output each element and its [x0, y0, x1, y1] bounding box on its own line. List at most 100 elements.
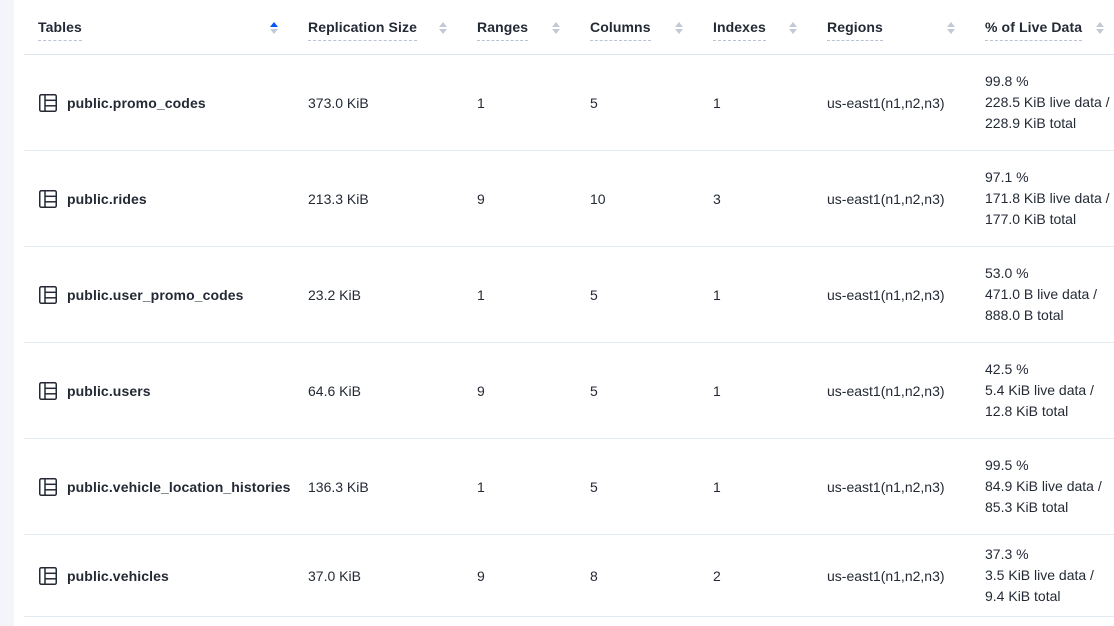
columns-cell: 10: [590, 190, 606, 207]
live-data-amount: 171.8 KiB live data /: [985, 190, 1110, 206]
ranges-cell: 1: [477, 94, 485, 111]
column-header-label: Regions: [827, 19, 883, 41]
indexes-cell: 1: [713, 478, 721, 495]
table-grid-icon: [38, 477, 58, 497]
sort-arrows-icon[interactable]: [270, 22, 278, 34]
table-name-link[interactable]: public.user_promo_codes: [67, 286, 244, 303]
live-data-cell: 97.1 % 171.8 KiB live data / 177.0 KiB t…: [985, 167, 1114, 230]
live-data-percent: 97.1 %: [985, 169, 1029, 185]
columns-cell: 5: [590, 286, 598, 303]
column-header-label: Tables: [38, 19, 82, 41]
regions-cell: us-east1(n1,n2,n3): [827, 94, 945, 111]
columns-cell: 5: [590, 94, 598, 111]
table-name-link[interactable]: public.rides: [67, 190, 147, 207]
live-data-cell: 37.3 % 3.5 KiB live data / 9.4 KiB total: [985, 544, 1114, 607]
live-data-amount: 471.0 B live data /: [985, 286, 1098, 302]
indexes-cell: 1: [713, 382, 721, 399]
indexes-cell: 1: [713, 286, 721, 303]
table-name-cell: public.vehicles: [24, 566, 308, 586]
table-row: public.vehicle_location_histories 136.3 …: [24, 439, 1114, 535]
regions-cell: us-east1(n1,n2,n3): [827, 382, 945, 399]
replication-size-cell: 64.6 KiB: [308, 382, 361, 399]
column-header-indexes[interactable]: Indexes: [713, 19, 827, 41]
live-data-cell: 99.8 % 228.5 KiB live data / 228.9 KiB t…: [985, 71, 1114, 134]
table-name-cell: public.rides: [24, 189, 308, 209]
live-data-percent: 42.5 %: [985, 361, 1029, 377]
sort-arrows-icon[interactable]: [789, 22, 797, 34]
total-data-amount: 177.0 KiB total: [985, 211, 1077, 227]
ranges-cell: 1: [477, 478, 485, 495]
table-name-link[interactable]: public.vehicles: [67, 567, 169, 584]
indexes-cell: 3: [713, 190, 721, 207]
table-grid-icon: [38, 285, 58, 305]
replication-size-cell: 37.0 KiB: [308, 567, 361, 584]
table-grid-icon: [38, 189, 58, 209]
columns-cell: 8: [590, 567, 598, 584]
live-data-percent: 53.0 %: [985, 265, 1029, 281]
live-data-amount: 3.5 KiB live data /: [985, 567, 1094, 583]
column-header-label: Columns: [590, 19, 651, 41]
live-data-cell: 53.0 % 471.0 B live data / 888.0 B total: [985, 263, 1114, 326]
table-row: public.users 64.6 KiB 9 5 1 us-east1(n1,…: [24, 343, 1114, 439]
live-data-amount: 5.4 KiB live data /: [985, 382, 1094, 398]
columns-cell: 5: [590, 478, 598, 495]
ranges-cell: 1: [477, 286, 485, 303]
total-data-amount: 9.4 KiB total: [985, 588, 1061, 604]
regions-cell: us-east1(n1,n2,n3): [827, 286, 945, 303]
table-grid-icon: [38, 381, 58, 401]
ranges-cell: 9: [477, 382, 485, 399]
table-name-link[interactable]: public.users: [67, 382, 151, 399]
table-name-cell: public.users: [24, 381, 308, 401]
replication-size-cell: 373.0 KiB: [308, 94, 369, 111]
live-data-amount: 228.5 KiB live data /: [985, 94, 1110, 110]
sort-arrows-icon[interactable]: [947, 22, 955, 34]
column-header-replication-size[interactable]: Replication Size: [308, 19, 477, 41]
live-data-cell: 99.5 % 84.9 KiB live data / 85.3 KiB tot…: [985, 455, 1114, 518]
table-name-cell: public.user_promo_codes: [24, 285, 308, 305]
table-row: public.promo_codes 373.0 KiB 1 5 1 us-ea…: [24, 55, 1114, 151]
table-row: public.rides 213.3 KiB 9 10 3 us-east1(n…: [24, 151, 1114, 247]
total-data-amount: 888.0 B total: [985, 307, 1064, 323]
ranges-cell: 9: [477, 567, 485, 584]
total-data-amount: 85.3 KiB total: [985, 499, 1069, 515]
regions-cell: us-east1(n1,n2,n3): [827, 190, 945, 207]
replication-size-cell: 213.3 KiB: [308, 190, 369, 207]
live-data-cell: 42.5 % 5.4 KiB live data / 12.8 KiB tota…: [985, 359, 1114, 422]
column-header-live-data[interactable]: % of Live Data: [985, 19, 1114, 41]
replication-size-cell: 136.3 KiB: [308, 478, 369, 495]
sort-arrows-icon[interactable]: [439, 22, 447, 34]
live-data-percent: 99.5 %: [985, 457, 1029, 473]
column-header-label: Replication Size: [308, 19, 417, 41]
live-data-amount: 84.9 KiB live data /: [985, 478, 1102, 494]
column-header-label: Ranges: [477, 19, 529, 41]
indexes-cell: 2: [713, 567, 721, 584]
sort-arrows-icon[interactable]: [675, 22, 683, 34]
sort-arrows-icon[interactable]: [552, 22, 560, 34]
regions-cell: us-east1(n1,n2,n3): [827, 478, 945, 495]
live-data-percent: 37.3 %: [985, 546, 1029, 562]
column-header-ranges[interactable]: Ranges: [477, 19, 590, 41]
table-name-cell: public.promo_codes: [24, 93, 308, 113]
indexes-cell: 1: [713, 94, 721, 111]
table-row: public.vehicles 37.0 KiB 9 8 2 us-east1(…: [24, 535, 1114, 617]
sort-arrows-icon[interactable]: [1096, 22, 1104, 34]
tables-list-card: Tables Replication Size Ranges Columns I…: [14, 0, 1114, 626]
live-data-percent: 99.8 %: [985, 73, 1029, 89]
columns-cell: 5: [590, 382, 598, 399]
column-header-label: Indexes: [713, 19, 766, 41]
table-name-link[interactable]: public.promo_codes: [67, 94, 206, 111]
regions-cell: us-east1(n1,n2,n3): [827, 567, 945, 584]
total-data-amount: 228.9 KiB total: [985, 115, 1077, 131]
table-header-row: Tables Replication Size Ranges Columns I…: [24, 0, 1114, 55]
table-grid-icon: [38, 93, 58, 113]
replication-size-cell: 23.2 KiB: [308, 286, 361, 303]
column-header-columns[interactable]: Columns: [590, 19, 713, 41]
table-body: public.promo_codes 373.0 KiB 1 5 1 us-ea…: [24, 55, 1114, 617]
column-header-label: % of Live Data: [985, 19, 1083, 41]
total-data-amount: 12.8 KiB total: [985, 403, 1069, 419]
table-row: public.user_promo_codes 23.2 KiB 1 5 1 u…: [24, 247, 1114, 343]
column-header-regions[interactable]: Regions: [827, 19, 985, 41]
ranges-cell: 9: [477, 190, 485, 207]
column-header-tables[interactable]: Tables: [24, 19, 308, 41]
table-name-link[interactable]: public.vehicle_location_histories: [67, 478, 291, 495]
